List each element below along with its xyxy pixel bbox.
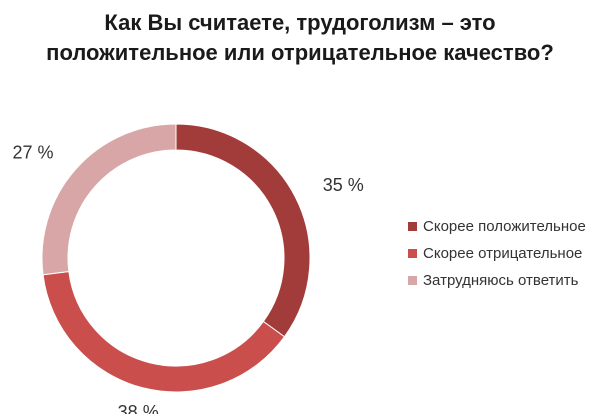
legend-item-negative: Скорее отрицательное: [408, 243, 586, 263]
legend-swatch-positive: [408, 221, 417, 231]
legend-label-positive: Скорее положительное: [423, 217, 586, 235]
slice-undecided: [41, 123, 177, 276]
data-label-undecided: 27 %: [12, 142, 53, 162]
data-label-positive: 35 %: [323, 175, 364, 195]
legend-item-undecided: Затрудняюсь ответить: [408, 270, 586, 290]
data-label-negative: 38 %: [118, 402, 159, 414]
chart-title: Как Вы считаете, трудоголизм – это полож…: [0, 8, 600, 68]
slice-negative: [42, 270, 286, 393]
slices-group: [41, 123, 311, 393]
slice-positive: [175, 123, 311, 338]
legend-swatch-negative: [408, 248, 417, 258]
chart-title-line-1: Как Вы считаете, трудоголизм – это: [104, 10, 496, 35]
legend-label-negative: Скорее отрицательное: [423, 244, 583, 262]
chart-title-line-2: положительное или отрицательное качество…: [46, 40, 554, 65]
legend-item-positive: Скорее положительное: [408, 216, 586, 236]
data-labels-group: 35 % 38 % 27 %: [12, 142, 363, 414]
legend-swatch-undecided: [408, 275, 417, 285]
legend-label-undecided: Затрудняюсь ответить: [423, 271, 579, 289]
legend: Скорее положительное Скорее отрицательно…: [408, 216, 586, 297]
